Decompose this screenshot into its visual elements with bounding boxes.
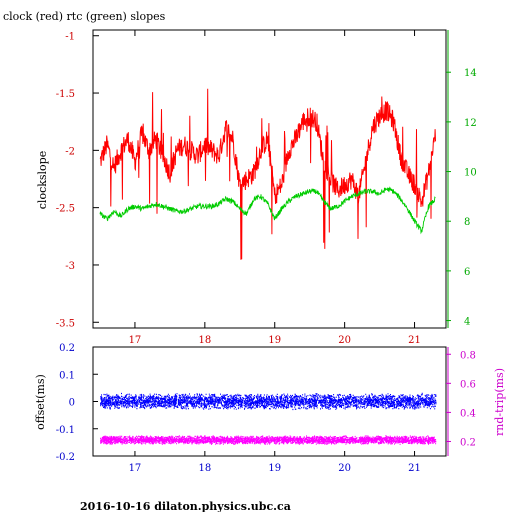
top-x-tick-label: 18: [198, 335, 211, 346]
bottom-y2-tick-label: 0.8: [460, 350, 476, 361]
top-y-tick-label: -2: [65, 146, 75, 157]
bottom-y2-ticks: 0.8 0.6 0.4 0.2: [446, 347, 476, 456]
top-y2-tick-label: 4: [464, 317, 470, 328]
bottom-y2-tick-label: 0.6: [460, 379, 476, 390]
bottom-y-tick-label: 0.1: [59, 370, 75, 381]
chart-title: clock (red) rtc (green) slopes: [3, 10, 166, 23]
top-y2-tick-label: 12: [464, 118, 477, 129]
top-y-ticks: -1 -1.5 -2 -2.5 -3 -3.5: [56, 32, 99, 329]
top-y-tick-label: -2.5: [56, 204, 75, 215]
series-line-clock: [99, 88, 436, 260]
bottom-y-ticks: 0.2 0.1 0 -0.1 -0.2: [56, 343, 98, 463]
top-y-tick-label: -1.5: [56, 89, 75, 100]
top-y-tick-label: -3.5: [56, 318, 75, 329]
top-series-group: [99, 88, 436, 260]
bottom-y-tick-label: -0.1: [56, 425, 75, 436]
top-panel: 17 18 19 20 21 -1-1.5-2-2.5-3-3.5 141210864 …: [36, 29, 477, 346]
top-y2-tick-label: 14: [464, 68, 477, 79]
bottom-panel: 17 18 19 20 21 0.2 0.1 0 -0.1 -0.2 0.8 0.6 0.4 0.2 …: [34, 343, 506, 474]
bottom-x-tick-label: 17: [129, 463, 142, 474]
bottom-y-axis-label: offset(ms): [34, 374, 47, 430]
bottom-x-tick-label: 18: [198, 463, 211, 474]
top-y2-tick-label: 10: [464, 168, 477, 179]
bottom-y2-tick-label: 0.4: [460, 408, 476, 419]
top-x-tick-label: 20: [338, 335, 351, 346]
top-y-tick-label: -3: [65, 261, 75, 272]
series-points-offset: [100, 392, 437, 411]
bottom-y-tick-label: 0: [69, 398, 75, 409]
bottom-x-tick-label: 20: [338, 463, 351, 474]
footer-text: 2016-10-16 dilaton.physics.ubc.ca: [80, 500, 291, 512]
series-line-rtc: [99, 186, 436, 235]
top-x-tick-label: 19: [268, 335, 281, 346]
bottom-x-tick-label: 19: [268, 463, 281, 474]
bottom-x-ticks: 17 18 19 20 21: [129, 451, 421, 474]
top-y2-tick-label: 6: [464, 267, 470, 278]
top-x-ticks: 17 18 19 20 21: [129, 30, 421, 346]
top-y-axis-label: clockslope: [36, 151, 49, 209]
bottom-series-group: [100, 392, 437, 445]
top-plot-frame: [92, 29, 447, 329]
top-y-tick-label: -1: [65, 32, 75, 43]
bottom-y-tick-label: -0.2: [56, 452, 75, 463]
bottom-y-tick-label: 0.2: [59, 343, 75, 354]
bottom-y2-tick-label: 0.2: [460, 437, 476, 448]
top-y2-ticks: 14 12 10 8 6 4: [446, 30, 477, 328]
series-points-rnd-trip: [100, 435, 437, 445]
top-x-tick-label: 17: [129, 335, 142, 346]
bottom-y2-axis-label: rnd-trip(ms): [493, 368, 506, 436]
top-y2-tick-label: 8: [464, 217, 470, 228]
top-x-tick-label: 21: [408, 335, 421, 346]
bottom-x-tick-label: 21: [408, 463, 421, 474]
